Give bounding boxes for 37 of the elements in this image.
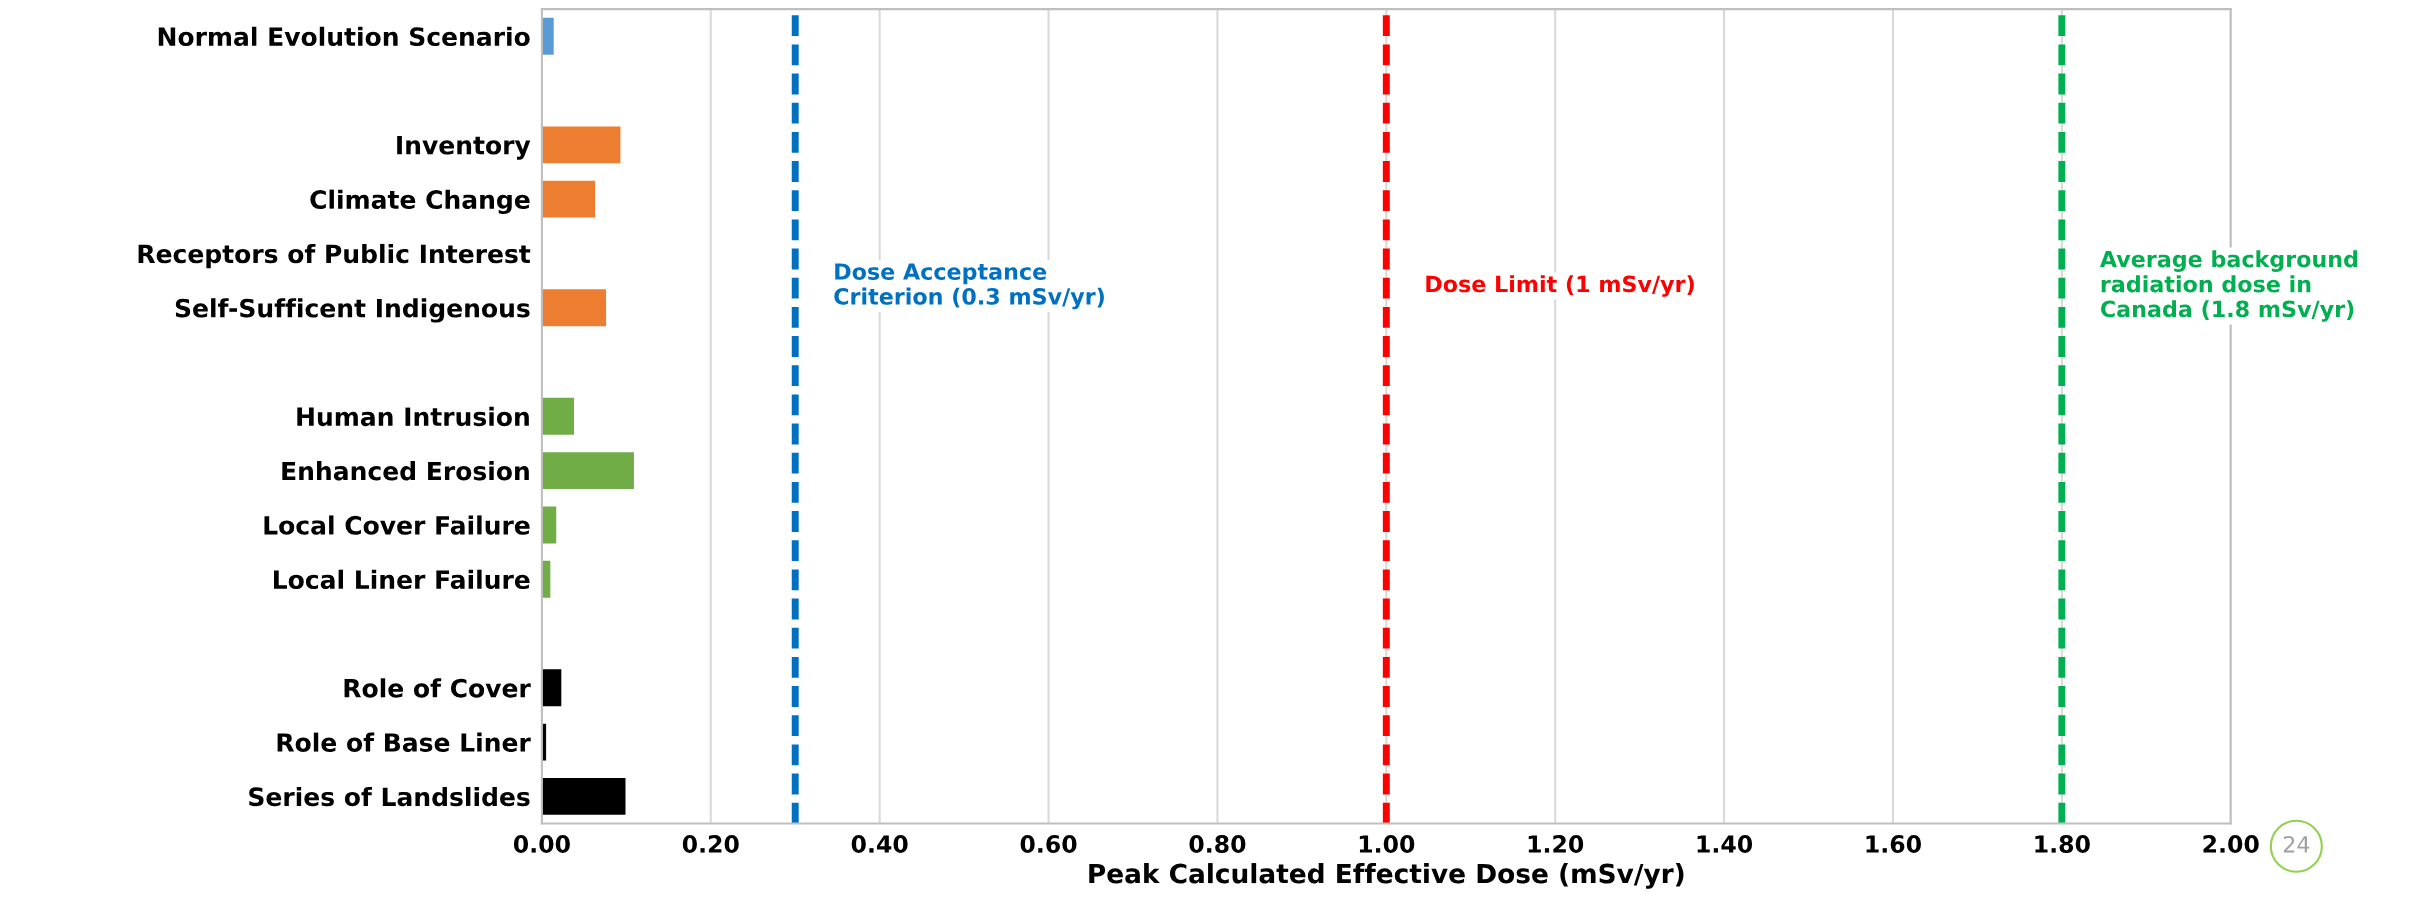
x-tick-label: 0.80 [1189,835,1246,853]
bar [541,126,621,164]
bar [541,669,562,707]
bar [541,17,554,55]
y-tick-label: Human Intrusion [297,406,529,427]
x-tick-label: 0.40 [851,835,908,853]
y-tick-label: Climate Change [310,189,530,215]
bar [541,506,557,544]
x-tick-label: 0.20 [682,835,739,853]
y-tick-label: Local Cover Failure [264,515,530,535]
y-tick-label: Inventory [397,136,531,160]
y-tick-label: Role of Base Liner [277,732,531,752]
x-tick-label: 0.60 [1020,835,1077,853]
x-tick-label: 0.00 [513,835,570,853]
y-tick-label: Receptors of Public Interest [138,243,531,269]
text: 24 [2283,835,2310,853]
x-tick-label: 1.20 [1528,835,1584,853]
ref-line-label: Dose Limit (1 mSv/yr) [1426,275,1694,297]
ref-line-label: Average background radiation dose in Canada (1.8 mSv/yr) [2099,250,2358,322]
bar [541,397,574,435]
x-tick-label: 1.60 [1866,835,1921,853]
y-tick-label: Self-Sufficent Indigenous [175,298,530,323]
bar [541,180,596,218]
ref-line-label: Dose Acceptance Criterion (0.3 mSv/yr) [834,263,1104,310]
bar [541,777,626,815]
x-tick-label: 1.80 [2035,835,2090,853]
x-axis-title: Peak Calculated Effective Dose (mSv/yr) [1089,863,1684,889]
y-tick-label: Series of Landslides [249,786,530,807]
x-tick-label: 1.00 [1359,835,1415,853]
bar [541,452,634,490]
y-tick-label: Role of Cover [344,678,531,698]
x-tick-label: 1.40 [1697,835,1753,853]
y-tick-label: Enhanced Erosion [282,461,529,481]
x-tick-label: 2.00 [2203,835,2259,853]
y-tick-label: Normal Evolution Scenario [158,26,530,47]
y-tick-label: Local Liner Failure [274,569,530,590]
bar [541,289,607,327]
